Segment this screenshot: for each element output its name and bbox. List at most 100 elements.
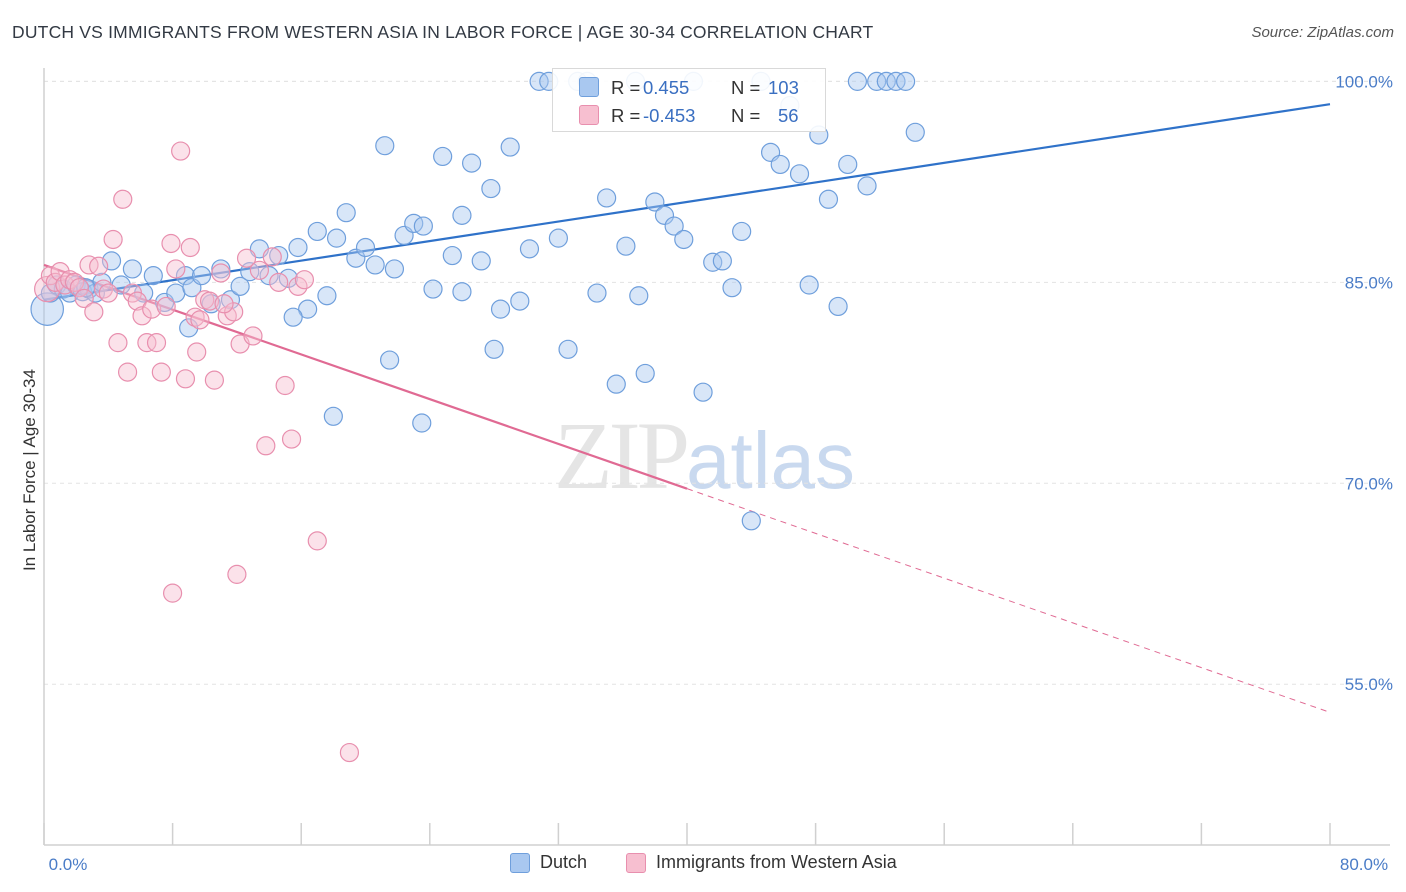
dutch-point-17 — [175, 266, 196, 286]
dutch-point-14 — [143, 266, 163, 286]
dutch-point-74 — [722, 278, 742, 298]
source-label: Source: ZipAtlas.com — [1251, 24, 1394, 41]
immigrants-point-34 — [199, 291, 220, 311]
dutch-trend-line — [43, 103, 1331, 301]
dutch-point-52 — [510, 291, 530, 311]
dutch-point-65 — [635, 363, 655, 384]
dutch-point-92 — [896, 71, 916, 91]
dutch-point-89 — [867, 71, 887, 91]
dutch-point-86 — [838, 154, 858, 175]
y-tick-label-1: 85.0% — [1345, 273, 1393, 292]
dutch-point-90 — [876, 71, 896, 91]
y-tick-label-3: 55.0% — [1345, 675, 1393, 694]
immigrants-trend-extension — [686, 488, 1331, 713]
dutch-point-82 — [799, 275, 819, 295]
immigrants-point-54 — [187, 342, 207, 362]
dutch-point-28 — [278, 268, 298, 288]
dutch-point-81 — [789, 164, 810, 184]
x-tick-label-1: 80.0% — [1340, 855, 1388, 874]
immigrants-point-11 — [89, 256, 109, 276]
x-tick-label-0: 0.0% — [49, 855, 88, 874]
stats-row-immigrants: R = -0.453 N = 56 — [553, 101, 825, 129]
immigrants-point-0 — [34, 275, 61, 303]
dutch-point-32 — [317, 286, 337, 306]
dutch-point-63 — [616, 236, 636, 256]
dutch-point-54 — [529, 71, 549, 91]
dutch-point-12 — [122, 259, 143, 279]
dutch-swatch — [579, 77, 599, 97]
y-tick-label-0: 100.0% — [1335, 72, 1393, 91]
immigrants-point-23 — [146, 333, 167, 353]
dutch-point-66 — [645, 192, 665, 212]
legend-item-immigrants: Immigrants from Western Asia — [626, 852, 897, 873]
immigrants-point-35 — [204, 370, 224, 390]
dutch-point-79 — [770, 154, 790, 175]
watermark-atlas: atlas — [686, 416, 855, 505]
dutch-point-45 — [442, 245, 462, 266]
dutch-point-44 — [433, 146, 453, 167]
dutch-point-69 — [674, 229, 694, 250]
immigrants-point-30 — [180, 237, 200, 258]
dutch-point-53 — [519, 239, 540, 259]
axes — [43, 68, 1390, 846]
immigrants-point-15 — [108, 333, 128, 353]
chart-title: DUTCH VS IMMIGRANTS FROM WESTERN ASIA IN… — [12, 22, 874, 42]
dutch-point-27 — [269, 245, 289, 266]
immigrants-point-40 — [236, 248, 257, 268]
immigrants-point-20 — [132, 306, 152, 326]
dutch-point-85 — [828, 296, 848, 317]
immigrants-n-label: N = — [731, 105, 761, 126]
immigrants-point-49 — [294, 270, 315, 290]
dutch-point-51 — [500, 137, 520, 157]
immigrants-point-28 — [171, 141, 191, 161]
dutch-point-101 — [452, 282, 472, 302]
immigrants-point-13 — [98, 283, 118, 303]
dutch-point-84 — [818, 189, 839, 209]
dutch-point-47 — [461, 153, 482, 173]
data-points — [30, 71, 925, 763]
dutch-point-48 — [471, 251, 491, 271]
immigrants-point-17 — [117, 362, 138, 382]
immigrants-point-45 — [269, 272, 289, 292]
dutch-point-102 — [412, 413, 432, 433]
dutch-point-38 — [375, 136, 395, 156]
immigrants-point-16 — [113, 189, 133, 209]
dutch-point-37 — [365, 255, 385, 275]
immigrants-point-38 — [224, 302, 244, 322]
dutch-n-value: 103 — [768, 77, 799, 98]
dutch-point-62 — [606, 374, 626, 394]
dutch-point-73 — [712, 251, 732, 271]
immigrants-point-26 — [161, 233, 181, 254]
stats-row-dutch: R = 0.455 N = 103 — [553, 73, 825, 101]
immigrants-point-27 — [166, 259, 186, 279]
immigrants-point-36 — [211, 263, 231, 283]
immigrants-r-label: R = — [611, 105, 641, 126]
dutch-point-35 — [346, 248, 366, 268]
dutch-point-34 — [336, 203, 356, 223]
dutch-point-67 — [654, 205, 675, 225]
immigrants-point-21 — [137, 333, 157, 353]
immigrants-point-50 — [307, 531, 327, 551]
legend-immigrants-swatch — [626, 852, 646, 873]
dutch-point-88 — [857, 176, 877, 196]
dutch-point-50 — [490, 299, 511, 319]
legend-dutch-label: Dutch — [540, 852, 588, 872]
immigrants-point-47 — [281, 429, 302, 449]
immigrants-point-29 — [175, 369, 196, 389]
immigrants-point-41 — [243, 326, 263, 346]
dutch-n-label: N = — [731, 77, 761, 98]
dutch-point-91 — [886, 71, 906, 91]
legend-immigrants-label: Immigrants from Western Asia — [656, 852, 897, 872]
immigrants-point-7 — [69, 278, 89, 298]
dutch-point-95 — [380, 350, 400, 370]
watermark: ZIPatlas — [554, 400, 855, 511]
dutch-point-68 — [664, 216, 684, 236]
immigrants-point-25 — [156, 296, 176, 317]
dutch-point-10 — [101, 251, 122, 271]
legend-dutch-swatch — [510, 852, 530, 873]
grid-lines — [44, 80, 1390, 685]
stats-legend: R = 0.455 N = 103 R = -0.453 N = 56 — [552, 68, 826, 132]
immigrants-swatch — [579, 105, 599, 125]
dutch-point-99 — [484, 339, 504, 359]
